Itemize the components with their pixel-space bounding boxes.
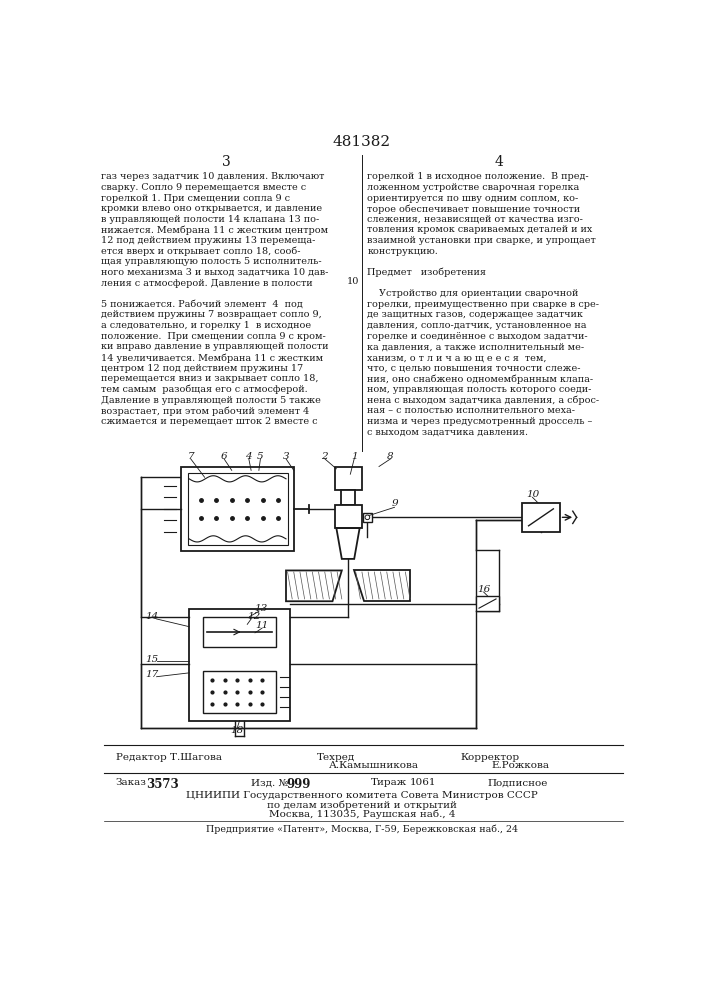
Text: 14: 14 (146, 612, 158, 621)
Text: товления кромок свариваемых деталей и их: товления кромок свариваемых деталей и их (368, 225, 592, 234)
Bar (203, 671, 276, 713)
Text: Устройство для ориентации сварочной: Устройство для ориентации сварочной (368, 289, 579, 298)
Text: ная – с полостью исполнительного меха-: ная – с полостью исполнительного меха- (368, 406, 575, 415)
Text: Редактор Т.Шагова: Редактор Т.Шагова (115, 753, 221, 762)
Text: де защитных газов, содержащее задатчик: де защитных газов, содержащее задатчик (368, 310, 583, 319)
Text: 15: 15 (146, 654, 158, 664)
Text: Корректор: Корректор (460, 753, 520, 762)
Text: 12: 12 (247, 612, 260, 621)
Text: 2: 2 (322, 452, 328, 461)
Bar (476, 596, 499, 611)
Text: 4: 4 (495, 155, 503, 169)
Text: ориентируется по шву одним соплом, ко-: ориентируется по шву одним соплом, ко- (368, 194, 578, 203)
Text: торое обеспечивает повышение точности: торое обеспечивает повышение точности (368, 204, 580, 214)
Bar (335, 466, 362, 490)
Text: ния, оно снабжено одномембранным клапа-: ния, оно снабжено одномембранным клапа- (368, 374, 593, 384)
Bar (363, 513, 372, 522)
Text: Изд. №: Изд. № (251, 778, 288, 787)
Text: горелки, преимущественно при сварке в сре-: горелки, преимущественно при сварке в ср… (368, 300, 600, 309)
Bar (335, 505, 362, 528)
Text: Москва, 113035, Раушская наб., 4: Москва, 113035, Раушская наб., 4 (269, 810, 455, 819)
Polygon shape (354, 570, 410, 601)
Text: 3573: 3573 (146, 778, 180, 791)
Text: 10: 10 (526, 490, 539, 499)
Text: сжимается и перемещает шток 2 вместе с: сжимается и перемещает шток 2 вместе с (101, 417, 317, 426)
Text: 7: 7 (187, 452, 194, 461)
Text: А.Камышникова: А.Камышникова (329, 761, 419, 770)
Text: Заказ: Заказ (115, 778, 146, 787)
Text: кромки влево оно открывается, и давление: кромки влево оно открывается, и давление (101, 204, 322, 213)
Text: горелкой 1 в исходное положение.  В пред-: горелкой 1 в исходное положение. В пред- (368, 172, 589, 181)
Bar (182, 466, 293, 551)
Text: нена с выходом задатчика давления, а сброс-: нена с выходом задатчика давления, а сбр… (368, 396, 600, 405)
Text: ки вправо давление в управляющей полости: ки вправо давление в управляющей полости (101, 342, 328, 351)
Text: щая управляющую полость 5 исполнитель-: щая управляющую полость 5 исполнитель- (101, 257, 322, 266)
Polygon shape (337, 528, 360, 559)
Text: а следовательно, и горелку 1  в исходное: а следовательно, и горелку 1 в исходное (101, 321, 311, 330)
Text: ется вверх и открывает сопло 18, сооб-: ется вверх и открывает сопло 18, сооб- (101, 247, 300, 256)
Bar (187, 473, 288, 545)
Text: ном, управляющая полость которого соеди-: ном, управляющая полость которого соеди- (368, 385, 592, 394)
Text: с выходом задатчика давления.: с выходом задатчика давления. (368, 427, 528, 436)
Polygon shape (286, 570, 341, 601)
Text: 4: 4 (245, 452, 252, 461)
Text: ЦНИИПИ Государственного комитета Совета Министров СССР: ЦНИИПИ Государственного комитета Совета … (186, 791, 538, 800)
Text: горелке и соединённое с выходом задатчи-: горелке и соединённое с выходом задатчи- (368, 332, 588, 341)
Text: центром 12 под действием пружины 17: центром 12 под действием пружины 17 (101, 364, 303, 373)
Text: ложенном устройстве сварочная горелка: ложенном устройстве сварочная горелка (368, 183, 580, 192)
Text: 11: 11 (255, 621, 269, 630)
Text: нижается. Мембрана 11 с жестким центром: нижается. Мембрана 11 с жестким центром (101, 225, 328, 235)
Text: 18: 18 (230, 726, 244, 735)
Text: взаимной установки при сварке, и упрощает: взаимной установки при сварке, и упрощае… (368, 236, 596, 245)
Text: 10: 10 (346, 277, 359, 286)
Text: действием пружины 7 возвращает сопло 9,: действием пружины 7 возвращает сопло 9, (101, 310, 322, 319)
Text: что, с целью повышения точности слеже-: что, с целью повышения точности слеже- (368, 364, 581, 373)
Text: Предмет   изобретения: Предмет изобретения (368, 268, 486, 277)
Text: сварку. Сопло 9 перемещается вместе с: сварку. Сопло 9 перемещается вместе с (101, 183, 306, 192)
Text: ка давления, а также исполнительный ме-: ка давления, а также исполнительный ме- (368, 342, 585, 351)
Text: положение.  При смещении сопла 9 с кром-: положение. При смещении сопла 9 с кром- (101, 332, 325, 341)
Text: 5: 5 (257, 452, 264, 461)
Bar (189, 609, 290, 721)
Text: 5 понижается. Рабочий элемент  4  под: 5 понижается. Рабочий элемент 4 под (101, 300, 303, 309)
Text: газ через задатчик 10 давления. Включают: газ через задатчик 10 давления. Включают (101, 172, 324, 181)
Text: 3: 3 (222, 155, 230, 169)
Text: низма и через предусмотренный дроссель –: низма и через предусмотренный дроссель – (368, 417, 592, 426)
Text: слежения, независящей от качества изго-: слежения, независящей от качества изго- (368, 215, 583, 224)
Text: 3: 3 (283, 452, 289, 461)
Text: 12 под действием пружины 13 перемеща-: 12 под действием пружины 13 перемеща- (101, 236, 315, 245)
Circle shape (365, 515, 370, 520)
Text: 999: 999 (286, 778, 310, 791)
Text: тем самым  разобщая его с атмосферой.: тем самым разобщая его с атмосферой. (101, 385, 308, 394)
Text: конструкцию.: конструкцию. (368, 247, 438, 256)
Text: возрастает, при этом рабочий элемент 4: возрастает, при этом рабочий элемент 4 (101, 406, 309, 416)
Text: 14 увеличивается. Мембрана 11 с жестким: 14 увеличивается. Мембрана 11 с жестким (101, 353, 323, 363)
Text: ханизм, о т л и ч а ю щ е е с я  тем,: ханизм, о т л и ч а ю щ е е с я тем, (368, 353, 547, 362)
Text: 17: 17 (146, 670, 158, 679)
Text: 16: 16 (477, 585, 490, 594)
Text: 1061: 1061 (410, 778, 436, 787)
Text: ления с атмосферой. Давление в полости: ления с атмосферой. Давление в полости (101, 279, 312, 288)
Text: горелкой 1. При смещении сопла 9 с: горелкой 1. При смещении сопла 9 с (101, 194, 290, 203)
Text: Техред: Техред (317, 753, 355, 762)
Text: Предприятие «Патент», Москва, Г-59, Бережковская наб., 24: Предприятие «Патент», Москва, Г-59, Бере… (206, 825, 518, 834)
Text: Подписное: Подписное (488, 778, 548, 787)
Text: Тираж: Тираж (371, 778, 407, 787)
Text: Е.Рожкова: Е.Рожкова (491, 761, 549, 770)
Text: 8: 8 (387, 452, 394, 461)
Text: 6: 6 (221, 452, 228, 461)
Text: Давление в управляющей полости 5 также: Давление в управляющей полости 5 также (101, 396, 321, 405)
Text: давления, сопло-датчик, установленное на: давления, сопло-датчик, установленное на (368, 321, 587, 330)
Bar (522, 503, 559, 532)
Text: ного механизма 3 и выход задатчика 10 дав-: ного механизма 3 и выход задатчика 10 да… (101, 268, 328, 277)
Bar (203, 617, 276, 647)
Text: 9: 9 (391, 499, 398, 508)
Text: перемещается вниз и закрывает сопло 18,: перемещается вниз и закрывает сопло 18, (101, 374, 318, 383)
Text: в управляющей полости 14 клапана 13 по-: в управляющей полости 14 клапана 13 по- (101, 215, 319, 224)
Text: 13: 13 (254, 604, 267, 613)
Text: 481382: 481382 (333, 135, 391, 149)
Text: 1: 1 (351, 452, 358, 461)
Text: по делам изобретений и открытий: по делам изобретений и открытий (267, 801, 457, 810)
Bar (341, 490, 355, 505)
